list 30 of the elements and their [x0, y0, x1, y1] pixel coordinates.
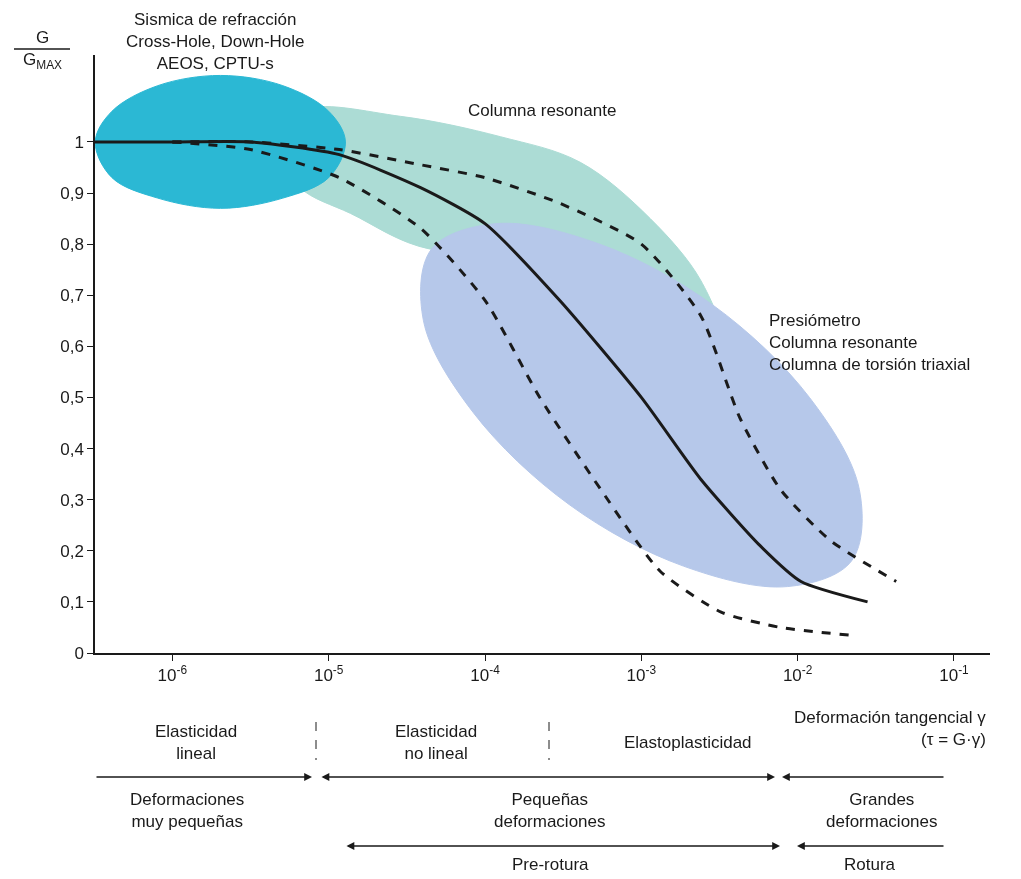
y-tick-label: 0,4 — [60, 439, 84, 459]
text: Rotura — [844, 855, 896, 874]
text: Grandes deformaciones — [826, 790, 938, 832]
text: Deformaciones muy pequeñas — [130, 790, 245, 832]
y-tick-label: 0,1 — [60, 592, 84, 612]
x-tick-label: 10$^{-3}$ — [626, 663, 657, 686]
y-tick-label: 0,9 — [60, 183, 84, 203]
annotation: Columna resonante — [468, 101, 617, 120]
y-tick-label: 1 — [74, 132, 84, 152]
text: Elasticidad lineal — [155, 722, 238, 764]
y-tick-label: 0 — [74, 643, 84, 663]
y-tick-label: 0,8 — [60, 235, 84, 255]
y-tick-label: 0,6 — [60, 337, 84, 357]
x-tick-label: 10$^{-5}$ — [313, 663, 344, 686]
x-axis-title: Deformación tangencial γ (τ = G·γ) — [794, 708, 987, 750]
text: Pequeñas deformaciones — [494, 790, 606, 832]
y-tick-label: 0,7 — [60, 286, 84, 306]
y-tick-label: 0,5 — [60, 388, 84, 408]
x-tick-label: 10$^{-4}$ — [470, 663, 501, 686]
x-tick-label: 10$^{-2}$ — [782, 663, 813, 686]
y-tick-label: 0,2 — [60, 541, 84, 561]
annotation: Sismica de refracción Cross-Hole, Down-Hole AEOS, CPTU-s — [126, 10, 305, 74]
annotation: Presiómetro Columna resonante Columna de torsión triaxial — [769, 311, 971, 375]
x-tick-label: 10$^{-1}$ — [939, 663, 970, 686]
y-axis-title: G G$_{MAX}$ — [23, 28, 63, 72]
text: Elasticidad no lineal — [395, 722, 478, 764]
text: Elastoplasticidad — [624, 733, 752, 752]
x-tick-label: 10$^{-6}$ — [157, 663, 188, 686]
y-tick-label: 0,3 — [60, 490, 84, 510]
text: Pre-rotura — [512, 855, 590, 874]
